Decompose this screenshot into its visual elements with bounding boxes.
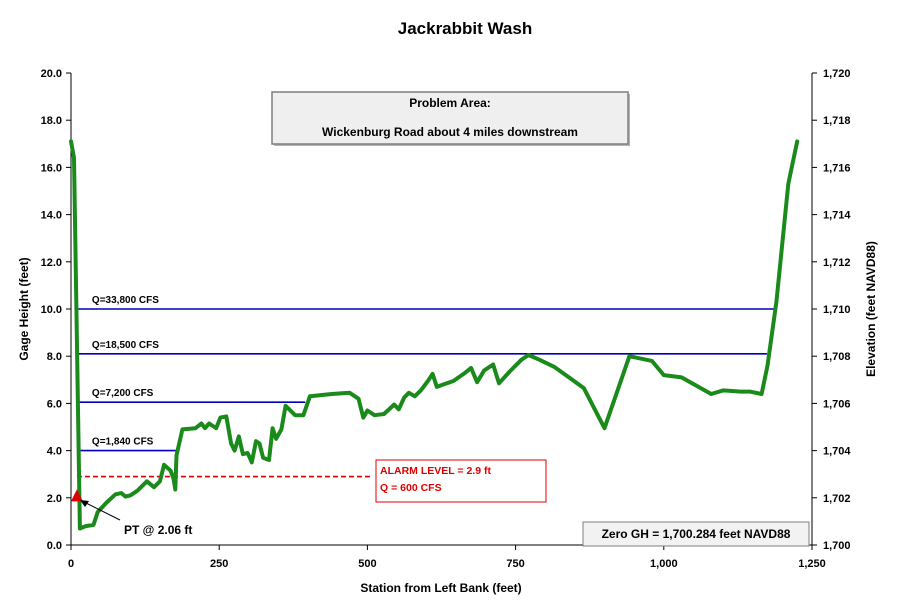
y-tick-label: 16.0 (41, 162, 62, 174)
datum-note: Zero GH = 1,700.284 feet NAVD88 (602, 527, 791, 541)
y-tick-label: 18.0 (41, 115, 62, 127)
y-tick-label: 10.0 (41, 304, 62, 316)
y2-tick-label: 1,706 (823, 398, 851, 410)
y-tick-label: 8.0 (47, 351, 62, 363)
x-tick-label: 1,250 (798, 558, 826, 570)
problem-area-line2: Wickenburg Road about 4 miles downstream (322, 125, 578, 139)
y-tick-label: 12.0 (41, 257, 62, 269)
y2-tick-label: 1,700 (823, 540, 851, 552)
y2-axis-ticks: 1,700 1,702 1,704 1,706 1,708 1,710 1,712 1,714… (812, 68, 851, 552)
flow-level-label: Q=18,500 CFS (92, 340, 159, 351)
x-tick-label: 250 (210, 558, 228, 570)
flow-level-label: Q=7,200 CFS (92, 388, 154, 399)
y2-axis-title: Elevation (feet NAVD88) (864, 241, 878, 377)
x-axis-title: Station from Left Bank (feet) (360, 581, 521, 595)
x-tick-label: 0 (68, 558, 74, 570)
alarm-label-box: ALARM LEVEL = 2.9 ft Q = 600 CFS (375, 459, 547, 503)
flow-level-label: Q=1,840 CFS (92, 437, 154, 448)
datum-note-frame (582, 521, 810, 547)
chart-title: Jackrabbit Wash (398, 19, 532, 38)
sensor-label: PT @ 2.06 ft (124, 523, 192, 537)
datum-note-box: Zero GH = 1,700.284 feet NAVD88 (582, 521, 810, 547)
sensor-triangle-marker (70, 489, 83, 502)
cross-section-line (69, 139, 800, 531)
x-tick-label: 1,000 (650, 558, 678, 570)
alarm-label-line2: Q = 600 CFS (380, 482, 442, 494)
sensor-marker-group: PT @ 2.06 ft (70, 489, 192, 537)
y2-tick-label: 1,712 (823, 257, 851, 269)
y-axis-title: Gage Height (feet) (17, 257, 31, 360)
y-tick-label: 14.0 (41, 210, 62, 222)
y-tick-label: 2.0 (47, 493, 62, 505)
x-tick-label: 750 (506, 558, 524, 570)
sensor-arrow-head (80, 500, 89, 507)
y2-tick-label: 1,708 (823, 351, 851, 363)
y2-tick-label: 1,718 (823, 115, 851, 127)
y2-tick-label: 1,702 (823, 493, 851, 505)
y2-tick-label: 1,716 (823, 162, 851, 174)
flow-level-lines: Q=33,800 CFS Q=18,500 CFS Q=7,200 CFS Q=1,8… (76, 295, 775, 452)
alarm-label-frame (375, 459, 547, 503)
alarm-label-line1: ALARM LEVEL = 2.9 ft (380, 465, 491, 477)
flow-level-label: Q=33,800 CFS (92, 295, 159, 306)
x-tick-label: 500 (358, 558, 376, 570)
y-tick-label: 4.0 (47, 446, 62, 458)
y2-tick-label: 1,720 (823, 68, 851, 80)
problem-area-line1: Problem Area: (409, 96, 491, 110)
y2-tick-label: 1,704 (823, 446, 851, 458)
x-axis-ticks: 0 250 500 750 1,000 1,250 (68, 545, 826, 570)
sensor-arrow (83, 501, 121, 521)
y-axis-ticks: 0.0 2.0 4.0 6.0 8.0 10.0 12.0 14.0 16.0 18.0 20.0 (41, 68, 71, 552)
y-tick-label: 6.0 (47, 398, 62, 410)
y-tick-label: 0.0 (47, 540, 62, 552)
y2-tick-label: 1,714 (823, 210, 851, 222)
y2-tick-label: 1,710 (823, 304, 851, 316)
problem-area-box: Problem Area: Wickenburg Road about 4 mi… (271, 91, 630, 146)
y-tick-label: 20.0 (41, 68, 62, 80)
problem-area-box-frame (271, 91, 629, 145)
